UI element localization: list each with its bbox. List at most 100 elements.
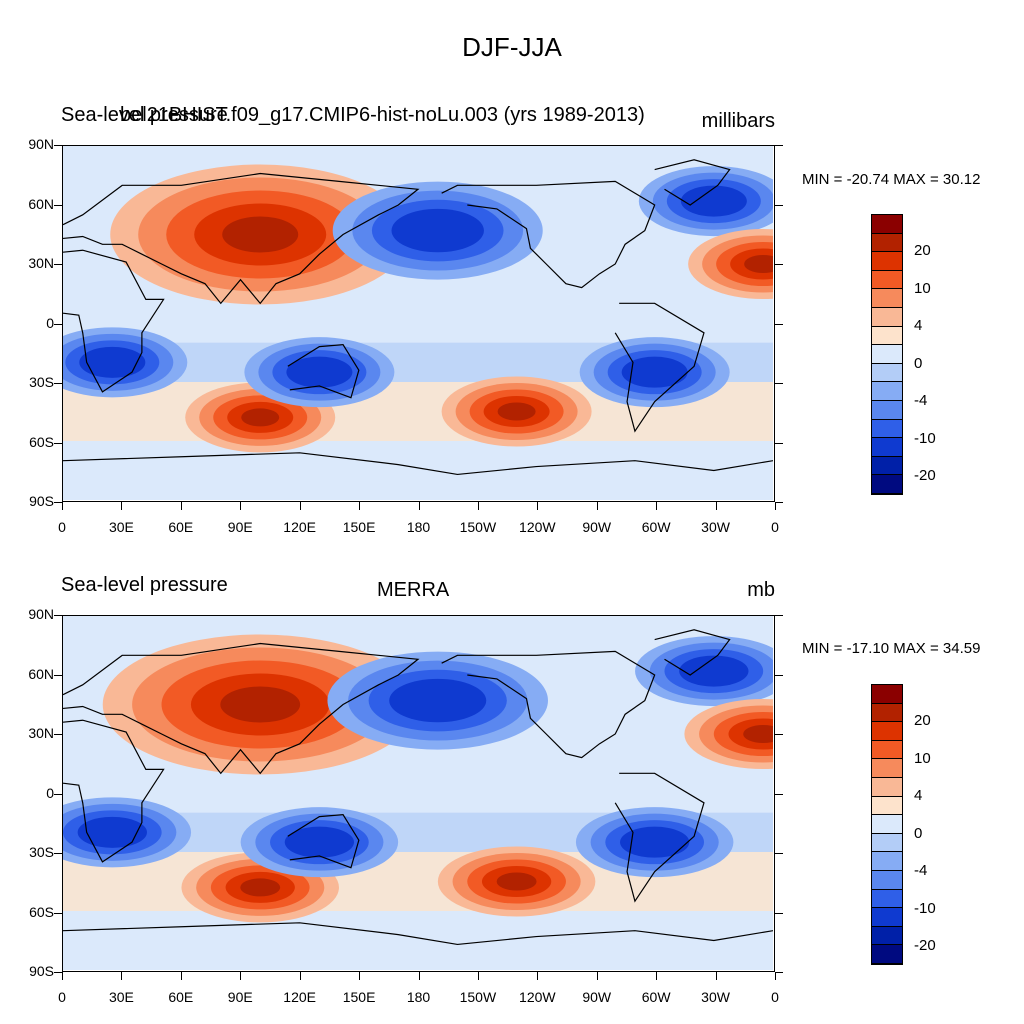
- south-america-low: [579, 337, 730, 408]
- south-pacific-high: [437, 846, 596, 917]
- longitude-tick-label: 60E: [168, 989, 194, 1005]
- longitude-tick-label: 60W: [641, 519, 671, 535]
- latitude-tick-mark: [54, 853, 62, 854]
- latitude-tick-label: 30S: [29, 374, 54, 390]
- colorbar-label: 0: [914, 824, 923, 842]
- colorbar-label: 0: [914, 354, 923, 372]
- colorbar-swatch: [872, 889, 902, 909]
- colorbar-label: 20: [914, 242, 931, 260]
- south-pacific-high: [441, 376, 592, 447]
- map-plot: [62, 145, 775, 502]
- icelandic-low: [638, 166, 773, 237]
- colorbar-label: -20: [914, 937, 936, 955]
- longitude-tick-label: 120W: [519, 989, 556, 1005]
- longitude-tick-mark: [240, 502, 242, 510]
- longitude-tick-label: 180: [406, 989, 431, 1005]
- icelandic-low: [635, 636, 773, 707]
- latitude-tick-mark: [775, 734, 783, 735]
- latitude-tick-label: 90S: [29, 493, 54, 509]
- longitude-tick-mark: [418, 972, 420, 980]
- latitude-tick-mark: [54, 912, 62, 914]
- australia-low: [244, 337, 395, 408]
- latitude-tick-label: 30S: [29, 844, 54, 860]
- longitude-tick-label: 30E: [108, 989, 134, 1005]
- latitude-tick-mark: [775, 674, 783, 676]
- colorbar-swatch: [872, 215, 902, 234]
- azores-high-edge: [688, 229, 773, 299]
- latitude-tick-mark: [54, 734, 62, 735]
- azores-high-edge: [684, 699, 773, 769]
- colorbar-swatch: [872, 945, 902, 964]
- longitude-tick-label: 0: [58, 519, 66, 535]
- longitude-tick-mark: [715, 502, 717, 510]
- longitude-tick-mark: [596, 502, 598, 510]
- latitude-tick-label: 60S: [29, 903, 54, 920]
- colorbar-label: 4: [914, 317, 923, 335]
- latitude-tick-mark: [775, 972, 783, 973]
- longitude-tick-mark: [121, 972, 123, 980]
- siberian-high: [102, 634, 418, 775]
- africa-outline: [63, 719, 165, 863]
- longitude-tick-mark: [715, 972, 717, 980]
- colorbar-swatch: [872, 926, 902, 946]
- antarctica-outline: [63, 922, 773, 946]
- south-america-outline: [614, 772, 705, 903]
- colorbar-swatch: [872, 777, 902, 797]
- colorbar-swatch: [872, 400, 902, 420]
- latitude-tick-label: 90S: [29, 963, 54, 979]
- latitude-tick-mark: [54, 502, 62, 503]
- longitude-tick-label: 90E: [227, 519, 253, 535]
- latitude-tick-label: 60S: [29, 433, 54, 450]
- colorbar-swatch: [872, 852, 902, 871]
- colorbar-swatch: [872, 419, 902, 439]
- latitude-tick-label: 90N: [28, 606, 54, 622]
- longitude-tick-label: 0: [771, 989, 779, 1005]
- colorbar: [871, 214, 903, 495]
- longitude-tick-label: 150W: [459, 989, 497, 1005]
- longitude-tick-label: 150W: [459, 519, 497, 535]
- southern-africa-low: [63, 327, 188, 398]
- colorbar-swatch: [872, 870, 902, 890]
- longitude-tick-mark: [180, 502, 182, 510]
- africa-outline: [63, 249, 165, 393]
- longitude-tick-label: 90E: [227, 989, 253, 1005]
- latitude-tick-mark: [54, 793, 62, 795]
- longitude-tick-mark: [240, 972, 242, 980]
- latitude-tick-mark: [54, 264, 62, 265]
- map-plot: [62, 615, 775, 972]
- colorbar-swatch: [872, 252, 902, 271]
- latitude-tick-mark: [775, 383, 783, 384]
- colorbar-swatch: [872, 815, 902, 834]
- colorbar-label: 20: [914, 712, 931, 730]
- latitude-tick-label: 0: [46, 314, 54, 331]
- colorbar-label: -10: [914, 899, 936, 917]
- longitude-tick-label: 90W: [582, 989, 612, 1005]
- longitude-tick-mark: [596, 972, 598, 980]
- longitude-tick-mark: [537, 502, 539, 510]
- north-america-outline: [441, 650, 656, 759]
- colorbar-label: -4: [914, 392, 928, 410]
- greenland-outline: [654, 159, 731, 206]
- longitude-tick-mark: [180, 972, 182, 980]
- longitude-tick-label: 180: [406, 519, 431, 535]
- longitude-tick-mark: [359, 972, 361, 980]
- latitude-tick-mark: [54, 145, 62, 146]
- longitude-tick-mark: [62, 502, 63, 510]
- greenland-outline: [654, 629, 731, 676]
- panel-left-title: Sea-level pressure: [61, 104, 228, 126]
- colorbar-swatch: [872, 382, 902, 401]
- colorbar-label: -10: [914, 429, 936, 447]
- colorbar-swatch: [872, 345, 902, 364]
- latitude-tick-label: 30N: [28, 725, 54, 741]
- latitude-tick-mark: [54, 972, 62, 973]
- longitude-tick-label: 90W: [582, 519, 612, 535]
- colorbar-swatch: [872, 475, 902, 494]
- colorbar-label: 10: [914, 279, 931, 297]
- latitude-tick-label: 90N: [28, 136, 54, 152]
- longitude-tick-mark: [656, 972, 658, 980]
- colorbar-swatch: [872, 759, 902, 778]
- longitude-tick-label: 0: [58, 989, 66, 1005]
- longitude-tick-mark: [121, 502, 123, 510]
- figure-title: DJF-JJA: [462, 32, 562, 62]
- longitude-tick-mark: [62, 972, 63, 980]
